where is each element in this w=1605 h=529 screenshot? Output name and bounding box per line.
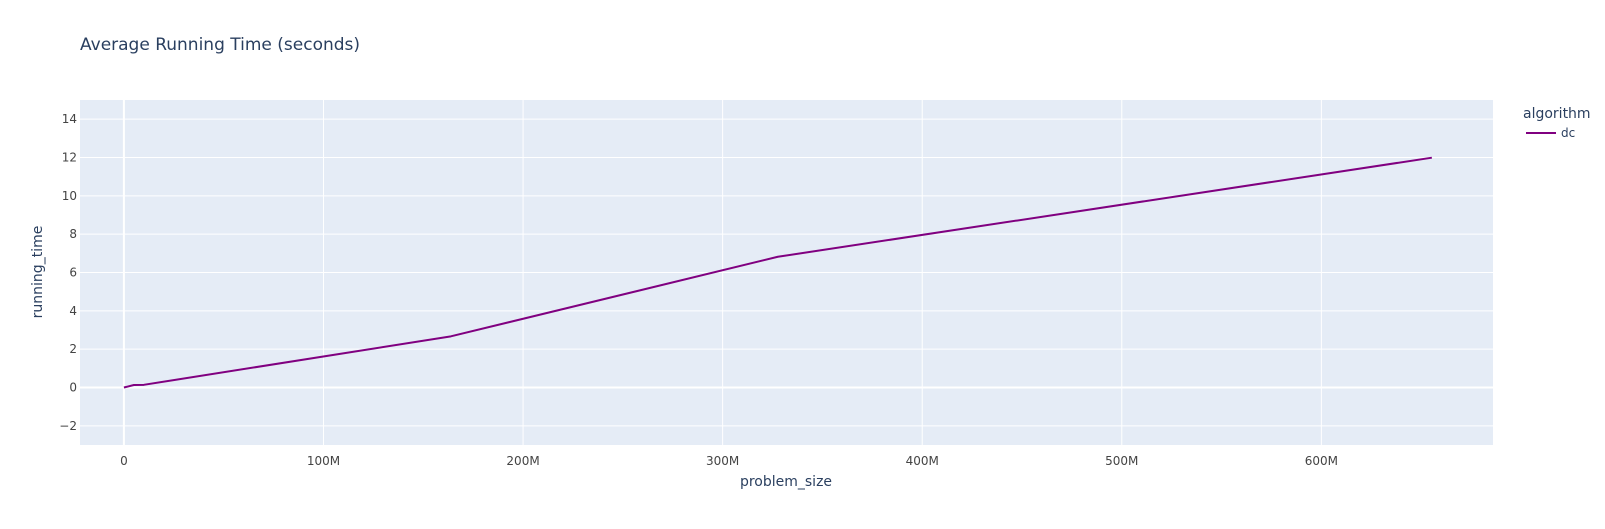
- zero-lines: [80, 100, 1493, 445]
- y-axis-title: running_time: [30, 226, 46, 319]
- x-tick-label: 200M: [506, 454, 539, 468]
- y-tick-label: 8: [69, 227, 77, 241]
- chart-title: Average Running Time (seconds): [80, 35, 360, 55]
- series-line-dc: [123, 156, 1432, 389]
- y-tick-label: 0: [69, 381, 77, 395]
- legend-label: dc: [1561, 126, 1575, 140]
- y-tick-label: 10: [62, 189, 77, 203]
- x-tick-label: 0: [120, 454, 128, 468]
- legend[interactable]: algorithm dc: [1523, 106, 1591, 140]
- tick-labels: 0 100M 200M 300M 400M 500M 600M −2 0 2 4 6 8 10 12 14: [59, 112, 1338, 468]
- x-tick-label: 600M: [1305, 454, 1338, 468]
- x-tick-label: 100M: [307, 454, 340, 468]
- y-tick-label: −2: [59, 419, 77, 433]
- y-tick-label: 12: [62, 151, 77, 165]
- x-tick-label: 400M: [906, 454, 939, 468]
- y-tick-label: 6: [69, 266, 77, 280]
- grid-lines: [80, 100, 1493, 445]
- series-lines: [123, 156, 1432, 389]
- x-tick-label: 500M: [1105, 454, 1138, 468]
- y-tick-label: 4: [69, 304, 77, 318]
- legend-title: algorithm: [1523, 106, 1591, 122]
- y-tick-label: 2: [69, 342, 77, 356]
- legend-items[interactable]: dc: [1526, 126, 1575, 140]
- legend-item-dc[interactable]: dc: [1526, 126, 1575, 140]
- x-tick-label: 300M: [706, 454, 739, 468]
- x-axis-title: problem_size: [740, 474, 832, 490]
- y-tick-label: 14: [62, 112, 77, 126]
